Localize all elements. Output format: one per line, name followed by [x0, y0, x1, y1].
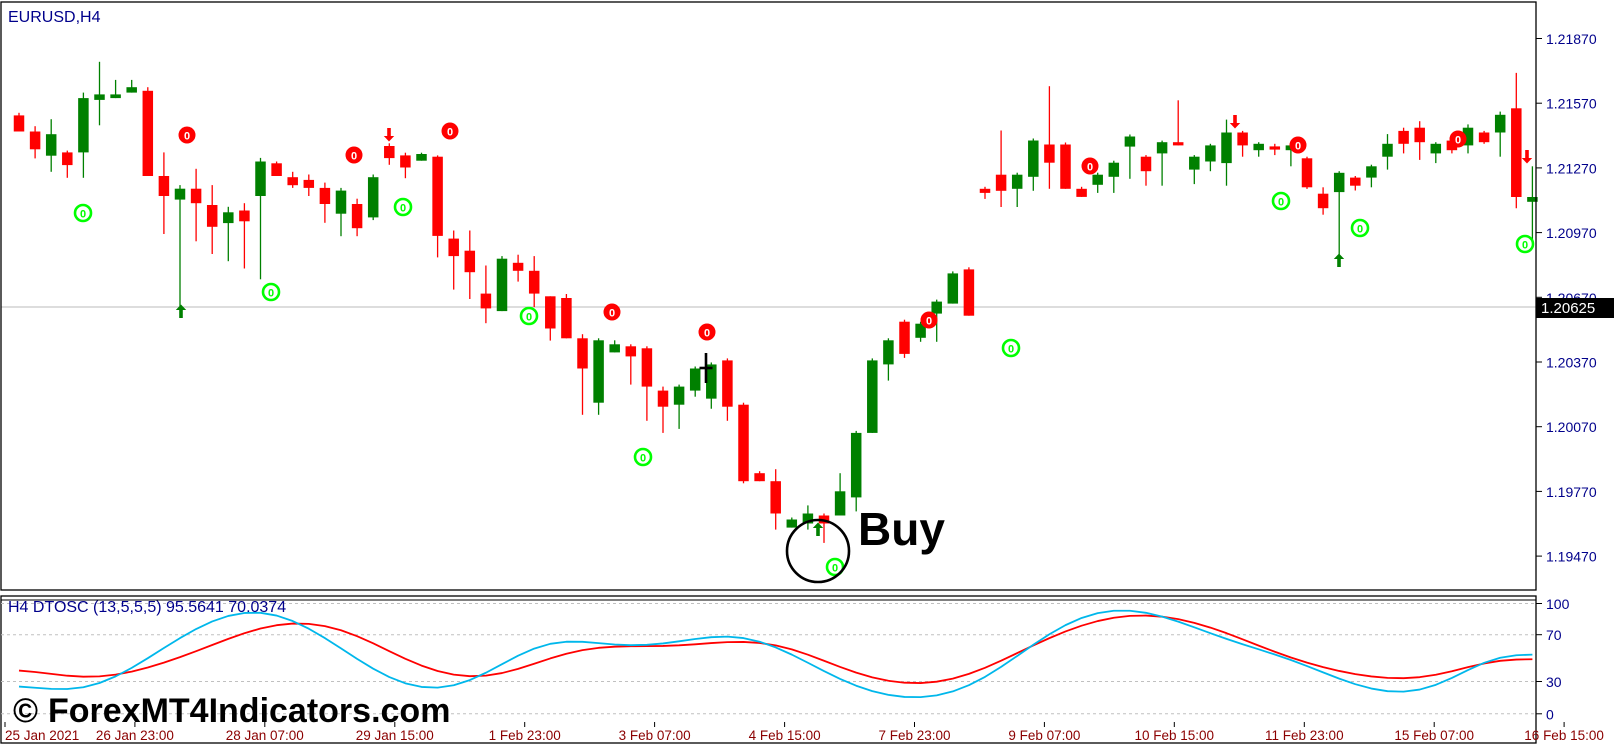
svg-text:0: 0	[926, 316, 932, 328]
svg-text:EURUSD,H4: EURUSD,H4	[8, 9, 101, 26]
svg-text:0: 0	[447, 127, 453, 139]
svg-text:0: 0	[1087, 162, 1093, 174]
svg-text:28 Jan 07:00: 28 Jan 07:00	[226, 728, 304, 743]
svg-text:0: 0	[268, 288, 274, 300]
svg-text:3 Feb 07:00: 3 Feb 07:00	[619, 728, 691, 743]
svg-text:29 Jan 15:00: 29 Jan 15:00	[356, 728, 434, 743]
svg-text:1.21270: 1.21270	[1546, 160, 1597, 176]
svg-text:0: 0	[1522, 240, 1528, 252]
svg-text:Buy: Buy	[858, 503, 945, 555]
svg-text:1.19470: 1.19470	[1546, 549, 1597, 565]
svg-text:4 Feb 15:00: 4 Feb 15:00	[749, 728, 821, 743]
svg-text:1 Feb 23:00: 1 Feb 23:00	[489, 728, 561, 743]
svg-text:1.20070: 1.20070	[1546, 419, 1597, 435]
svg-text:0: 0	[184, 131, 190, 143]
svg-text:1.19770: 1.19770	[1546, 484, 1597, 500]
svg-text:0: 0	[526, 312, 532, 324]
svg-text:30: 30	[1546, 674, 1562, 690]
svg-text:1.21570: 1.21570	[1546, 96, 1597, 112]
svg-text:0: 0	[80, 209, 86, 221]
svg-text:7 Feb 23:00: 7 Feb 23:00	[878, 728, 950, 743]
svg-text:1.20970: 1.20970	[1546, 225, 1597, 241]
svg-text:0: 0	[832, 563, 838, 575]
svg-text:0: 0	[400, 203, 406, 215]
svg-text:0: 0	[640, 453, 646, 465]
svg-text:9 Feb 07:00: 9 Feb 07:00	[1008, 728, 1080, 743]
svg-text:100: 100	[1546, 596, 1570, 612]
svg-text:0: 0	[1008, 344, 1014, 356]
svg-text:1.20370: 1.20370	[1546, 355, 1597, 371]
svg-text:0: 0	[351, 151, 357, 163]
svg-text:©: ©	[13, 692, 38, 730]
svg-text:25 Jan 2021: 25 Jan 2021	[5, 728, 79, 743]
svg-text:0: 0	[1357, 224, 1363, 236]
svg-text:70: 70	[1546, 627, 1562, 643]
svg-text:0: 0	[1546, 706, 1554, 722]
svg-text:0: 0	[704, 328, 710, 340]
svg-text:15 Feb 07:00: 15 Feb 07:00	[1394, 728, 1474, 743]
svg-text:0: 0	[609, 308, 615, 320]
svg-text:0: 0	[1278, 197, 1284, 209]
svg-text:11 Feb 23:00: 11 Feb 23:00	[1265, 728, 1344, 743]
svg-text:10 Feb 15:00: 10 Feb 15:00	[1135, 728, 1215, 743]
svg-text:0: 0	[1295, 141, 1301, 153]
svg-text:26 Jan 23:00: 26 Jan 23:00	[96, 728, 174, 743]
svg-text:1.21870: 1.21870	[1546, 31, 1597, 47]
svg-text:H4 DTOSC (13,5,5,5) 95.5641 70: H4 DTOSC (13,5,5,5) 95.5641 70.0374	[8, 599, 286, 616]
svg-text:0: 0	[1455, 135, 1461, 147]
svg-text:16 Feb 15:00: 16 Feb 15:00	[1524, 728, 1604, 743]
svg-text:1.20625: 1.20625	[1541, 300, 1595, 317]
svg-text:ForexMT4Indicators.com: ForexMT4Indicators.com	[48, 692, 450, 730]
